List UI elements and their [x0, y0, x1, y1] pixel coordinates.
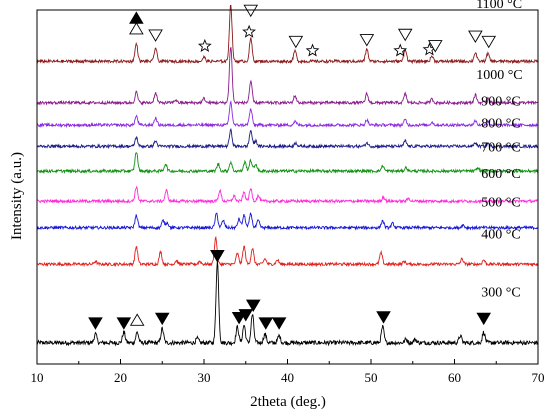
phase-marker-open-star-22: [393, 43, 408, 57]
plot-frame: [36, 9, 539, 365]
phase-marker-filled-down-triangle-6: [238, 309, 254, 322]
phase-marker-open-down-triangle-26: [468, 30, 483, 43]
x-tick-label-20: 20: [114, 370, 127, 385]
marker-layer: [88, 4, 497, 330]
x-tick-label-30: 30: [198, 370, 211, 385]
x-tick-label-10: 10: [31, 370, 44, 385]
series-label-7: 400 °C: [481, 227, 520, 242]
phase-marker-open-down-triangle-23: [397, 28, 413, 42]
series-line-7: [36, 47, 539, 106]
phase-marker-open-down-triangle-19: [288, 35, 304, 49]
series-line-4: [36, 151, 539, 175]
phase-marker-open-up-triangle-13: [129, 21, 144, 35]
phase-marker-filled-down-triangle-10: [376, 311, 391, 324]
phase-marker-filled-down-triangle-3: [154, 312, 170, 326]
series-label-5: 600 °C: [481, 167, 520, 182]
series-line-8: [36, 4, 539, 65]
series-label-8: 300 °C: [481, 286, 520, 301]
phase-marker-open-down-triangle-21: [359, 34, 375, 47]
phase-marker-filled-down-triangle-1: [116, 317, 132, 330]
phase-marker-open-up-triangle-2: [129, 313, 145, 326]
phase-marker-filled-down-triangle-8: [258, 317, 274, 330]
series-label-6: 500 °C: [481, 195, 520, 210]
phase-marker-open-down-triangle-14: [148, 29, 163, 42]
x-axis-title: 2theta (deg.): [250, 394, 326, 410]
series-line-5: [36, 127, 539, 150]
series-layer: [36, 4, 539, 347]
series-label-1: 1000 °C: [476, 68, 522, 83]
phase-marker-filled-down-triangle-11: [476, 312, 492, 326]
y-axis-title: Intensity (a.u.): [9, 152, 25, 240]
phase-marker-open-star-15: [197, 38, 212, 52]
series-label-4: 700 °C: [481, 141, 520, 156]
series-label-3: 800 °C: [481, 117, 520, 132]
phase-marker-filled-up-triangle-12: [129, 11, 144, 24]
phase-marker-open-star-17: [242, 24, 256, 38]
series-line-0: [36, 260, 539, 347]
series-label-layer: 1100 °C 1000 °C 900 °C 800 °C 700 °C 600 °C 50…: [476, 0, 522, 301]
series-label-0: 1100 °C: [476, 0, 522, 12]
x-tick-label-50: 50: [365, 370, 378, 385]
series-line-3: [36, 185, 539, 205]
series-label-2: 900 °C: [481, 95, 520, 110]
phase-marker-open-star-20: [305, 43, 320, 57]
phase-marker-filled-down-triangle-7: [245, 299, 261, 313]
phase-marker-open-down-triangle-25: [428, 40, 443, 53]
phase-marker-open-down-triangle-27: [481, 35, 497, 49]
x-tick-label-70: 70: [532, 370, 545, 385]
series-line-2: [36, 212, 539, 231]
phase-marker-filled-down-triangle-4: [210, 250, 225, 263]
series-line-6: [36, 100, 539, 129]
x-tick-label-40: 40: [281, 370, 294, 385]
phase-marker-filled-down-triangle-9: [271, 317, 287, 330]
series-line-1: [36, 235, 539, 268]
x-axis-ticks: 10 20 30 40 50 60 70: [31, 359, 545, 385]
phase-marker-open-down-triangle-18: [243, 4, 259, 18]
phase-marker-filled-down-triangle-0: [88, 317, 103, 330]
x-tick-label-60: 60: [448, 370, 461, 385]
